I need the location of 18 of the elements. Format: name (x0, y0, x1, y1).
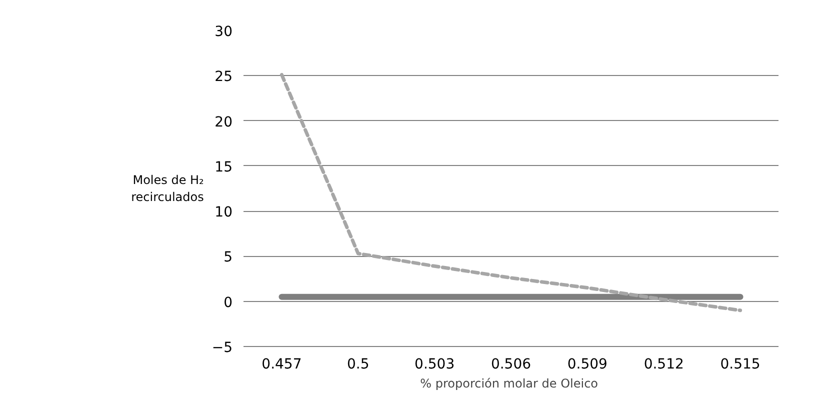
y-tick-label: 10 (214, 204, 233, 221)
line-series (280, 72, 742, 312)
y-tick-label: 15 (214, 159, 233, 176)
y-tick-label: 5 (224, 250, 233, 266)
x-tick-label: 0.506 (490, 356, 532, 372)
y-tick-label: 20 (214, 114, 233, 130)
y-tick-label: −5 (212, 340, 233, 356)
x-tick-label: 0.515 (720, 356, 760, 372)
y-axis-title: Moles de H₂ recirculados (131, 173, 204, 204)
y-tick-label: 30 (214, 24, 233, 40)
y-tick-label: 25 (214, 69, 233, 86)
x-tick-label: 0.509 (567, 356, 608, 372)
x-tick-label: 0.512 (644, 356, 684, 372)
x-tick-label: 0.503 (414, 356, 455, 372)
x-axis-title: % proporción molar de Oleico (420, 376, 598, 390)
x-tick-label: 0.5 (347, 356, 370, 372)
y-tick-label: 0 (224, 294, 233, 311)
x-tick-label: 0.457 (262, 356, 302, 372)
